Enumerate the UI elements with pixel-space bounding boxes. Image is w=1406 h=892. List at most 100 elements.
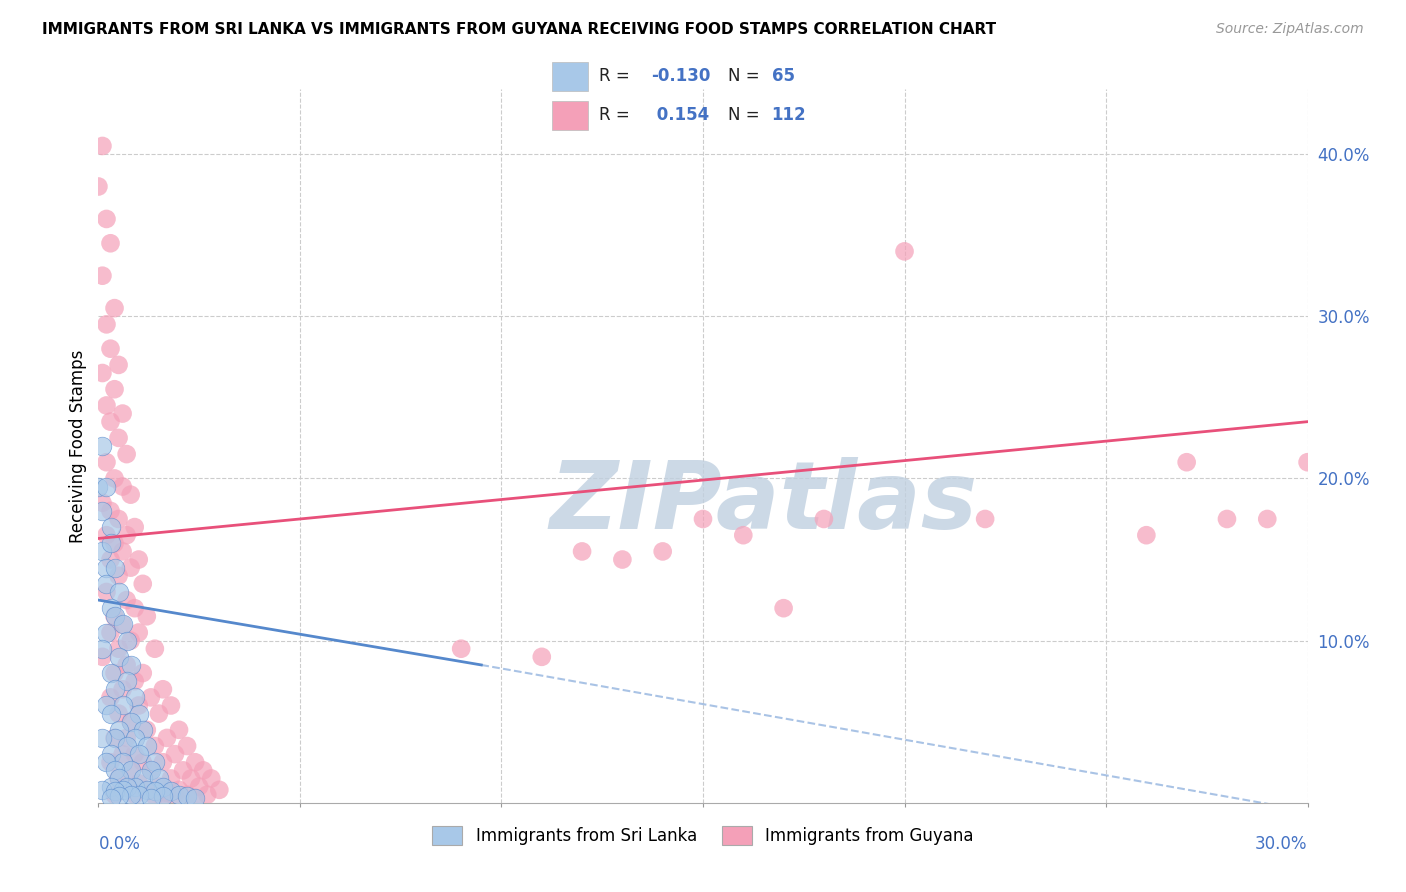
- Point: [120, 714, 142, 729]
- Point: [148, 706, 170, 721]
- Point: [184, 791, 207, 805]
- Point: [156, 786, 179, 800]
- Text: 65: 65: [772, 68, 794, 86]
- FancyBboxPatch shape: [553, 62, 588, 91]
- Point: [893, 244, 915, 259]
- Point: [124, 674, 146, 689]
- Point: [128, 706, 150, 721]
- Point: [115, 447, 138, 461]
- Point: [128, 552, 150, 566]
- Point: [111, 479, 134, 493]
- Point: [974, 512, 997, 526]
- Point: [100, 756, 122, 770]
- Point: [96, 698, 118, 713]
- Text: ZIPatlas: ZIPatlas: [550, 457, 977, 549]
- Point: [172, 764, 194, 778]
- Text: IMMIGRANTS FROM SRI LANKA VS IMMIGRANTS FROM GUYANA RECEIVING FOOD STAMPS CORREL: IMMIGRANTS FROM SRI LANKA VS IMMIGRANTS …: [42, 22, 997, 37]
- Text: N =: N =: [728, 106, 765, 124]
- Point: [96, 528, 118, 542]
- Point: [96, 585, 118, 599]
- Point: [143, 789, 166, 804]
- Point: [1175, 455, 1198, 469]
- Point: [124, 731, 146, 745]
- Point: [152, 789, 174, 804]
- Point: [128, 625, 150, 640]
- Point: [132, 666, 155, 681]
- Point: [208, 782, 231, 797]
- Text: 112: 112: [772, 106, 806, 124]
- Point: [124, 690, 146, 705]
- Point: [100, 625, 122, 640]
- Point: [111, 544, 134, 558]
- Point: [120, 488, 142, 502]
- Point: [100, 552, 122, 566]
- Point: [111, 698, 134, 713]
- FancyBboxPatch shape: [553, 101, 588, 130]
- Point: [115, 528, 138, 542]
- Point: [111, 756, 134, 770]
- Point: [103, 536, 125, 550]
- Point: [91, 439, 114, 453]
- Point: [91, 268, 114, 283]
- Legend: Immigrants from Sri Lanka, Immigrants from Guyana: Immigrants from Sri Lanka, Immigrants fr…: [426, 819, 980, 852]
- Point: [135, 782, 157, 797]
- Point: [143, 641, 166, 656]
- Point: [120, 788, 142, 802]
- Point: [100, 791, 122, 805]
- Point: [87, 479, 110, 493]
- Point: [132, 756, 155, 770]
- Point: [111, 617, 134, 632]
- Point: [120, 560, 142, 574]
- Point: [128, 776, 150, 790]
- Text: N =: N =: [728, 68, 765, 86]
- Point: [115, 731, 138, 745]
- Point: [733, 528, 755, 542]
- Point: [100, 666, 122, 681]
- Point: [107, 512, 129, 526]
- Point: [143, 756, 166, 770]
- Point: [143, 784, 166, 798]
- Point: [91, 139, 114, 153]
- Text: 0.0%: 0.0%: [98, 835, 141, 853]
- Point: [91, 504, 114, 518]
- Point: [128, 747, 150, 761]
- Point: [692, 512, 714, 526]
- Point: [152, 756, 174, 770]
- Point: [124, 780, 146, 794]
- Point: [103, 666, 125, 681]
- Point: [160, 698, 183, 713]
- Point: [772, 601, 794, 615]
- Point: [103, 788, 125, 802]
- Point: [135, 723, 157, 737]
- Point: [115, 593, 138, 607]
- Text: 30.0%: 30.0%: [1256, 835, 1308, 853]
- Point: [103, 301, 125, 315]
- Point: [111, 617, 134, 632]
- Point: [100, 690, 122, 705]
- Text: Source: ZipAtlas.com: Source: ZipAtlas.com: [1216, 22, 1364, 37]
- Point: [160, 772, 183, 786]
- Point: [103, 731, 125, 745]
- Point: [100, 342, 122, 356]
- Point: [132, 772, 155, 786]
- Point: [111, 407, 134, 421]
- Point: [163, 789, 186, 804]
- Point: [100, 780, 122, 794]
- Point: [103, 560, 125, 574]
- Point: [124, 601, 146, 615]
- Point: [128, 698, 150, 713]
- Point: [100, 747, 122, 761]
- Text: R =: R =: [599, 106, 636, 124]
- Point: [107, 431, 129, 445]
- Point: [96, 211, 118, 226]
- Point: [103, 382, 125, 396]
- Point: [176, 788, 198, 802]
- Point: [107, 789, 129, 804]
- Point: [124, 520, 146, 534]
- Point: [111, 682, 134, 697]
- Text: -0.130: -0.130: [651, 68, 710, 86]
- Point: [124, 788, 146, 802]
- Point: [100, 504, 122, 518]
- Point: [103, 784, 125, 798]
- Point: [193, 764, 215, 778]
